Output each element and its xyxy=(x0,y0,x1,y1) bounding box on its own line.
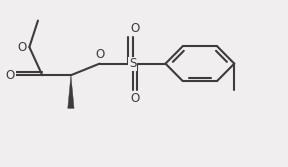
Text: O: O xyxy=(6,69,15,82)
Text: S: S xyxy=(129,57,136,70)
Text: O: O xyxy=(131,23,140,35)
Polygon shape xyxy=(68,75,74,108)
Text: O: O xyxy=(17,41,26,54)
Text: O: O xyxy=(95,48,104,61)
Text: O: O xyxy=(131,92,140,105)
